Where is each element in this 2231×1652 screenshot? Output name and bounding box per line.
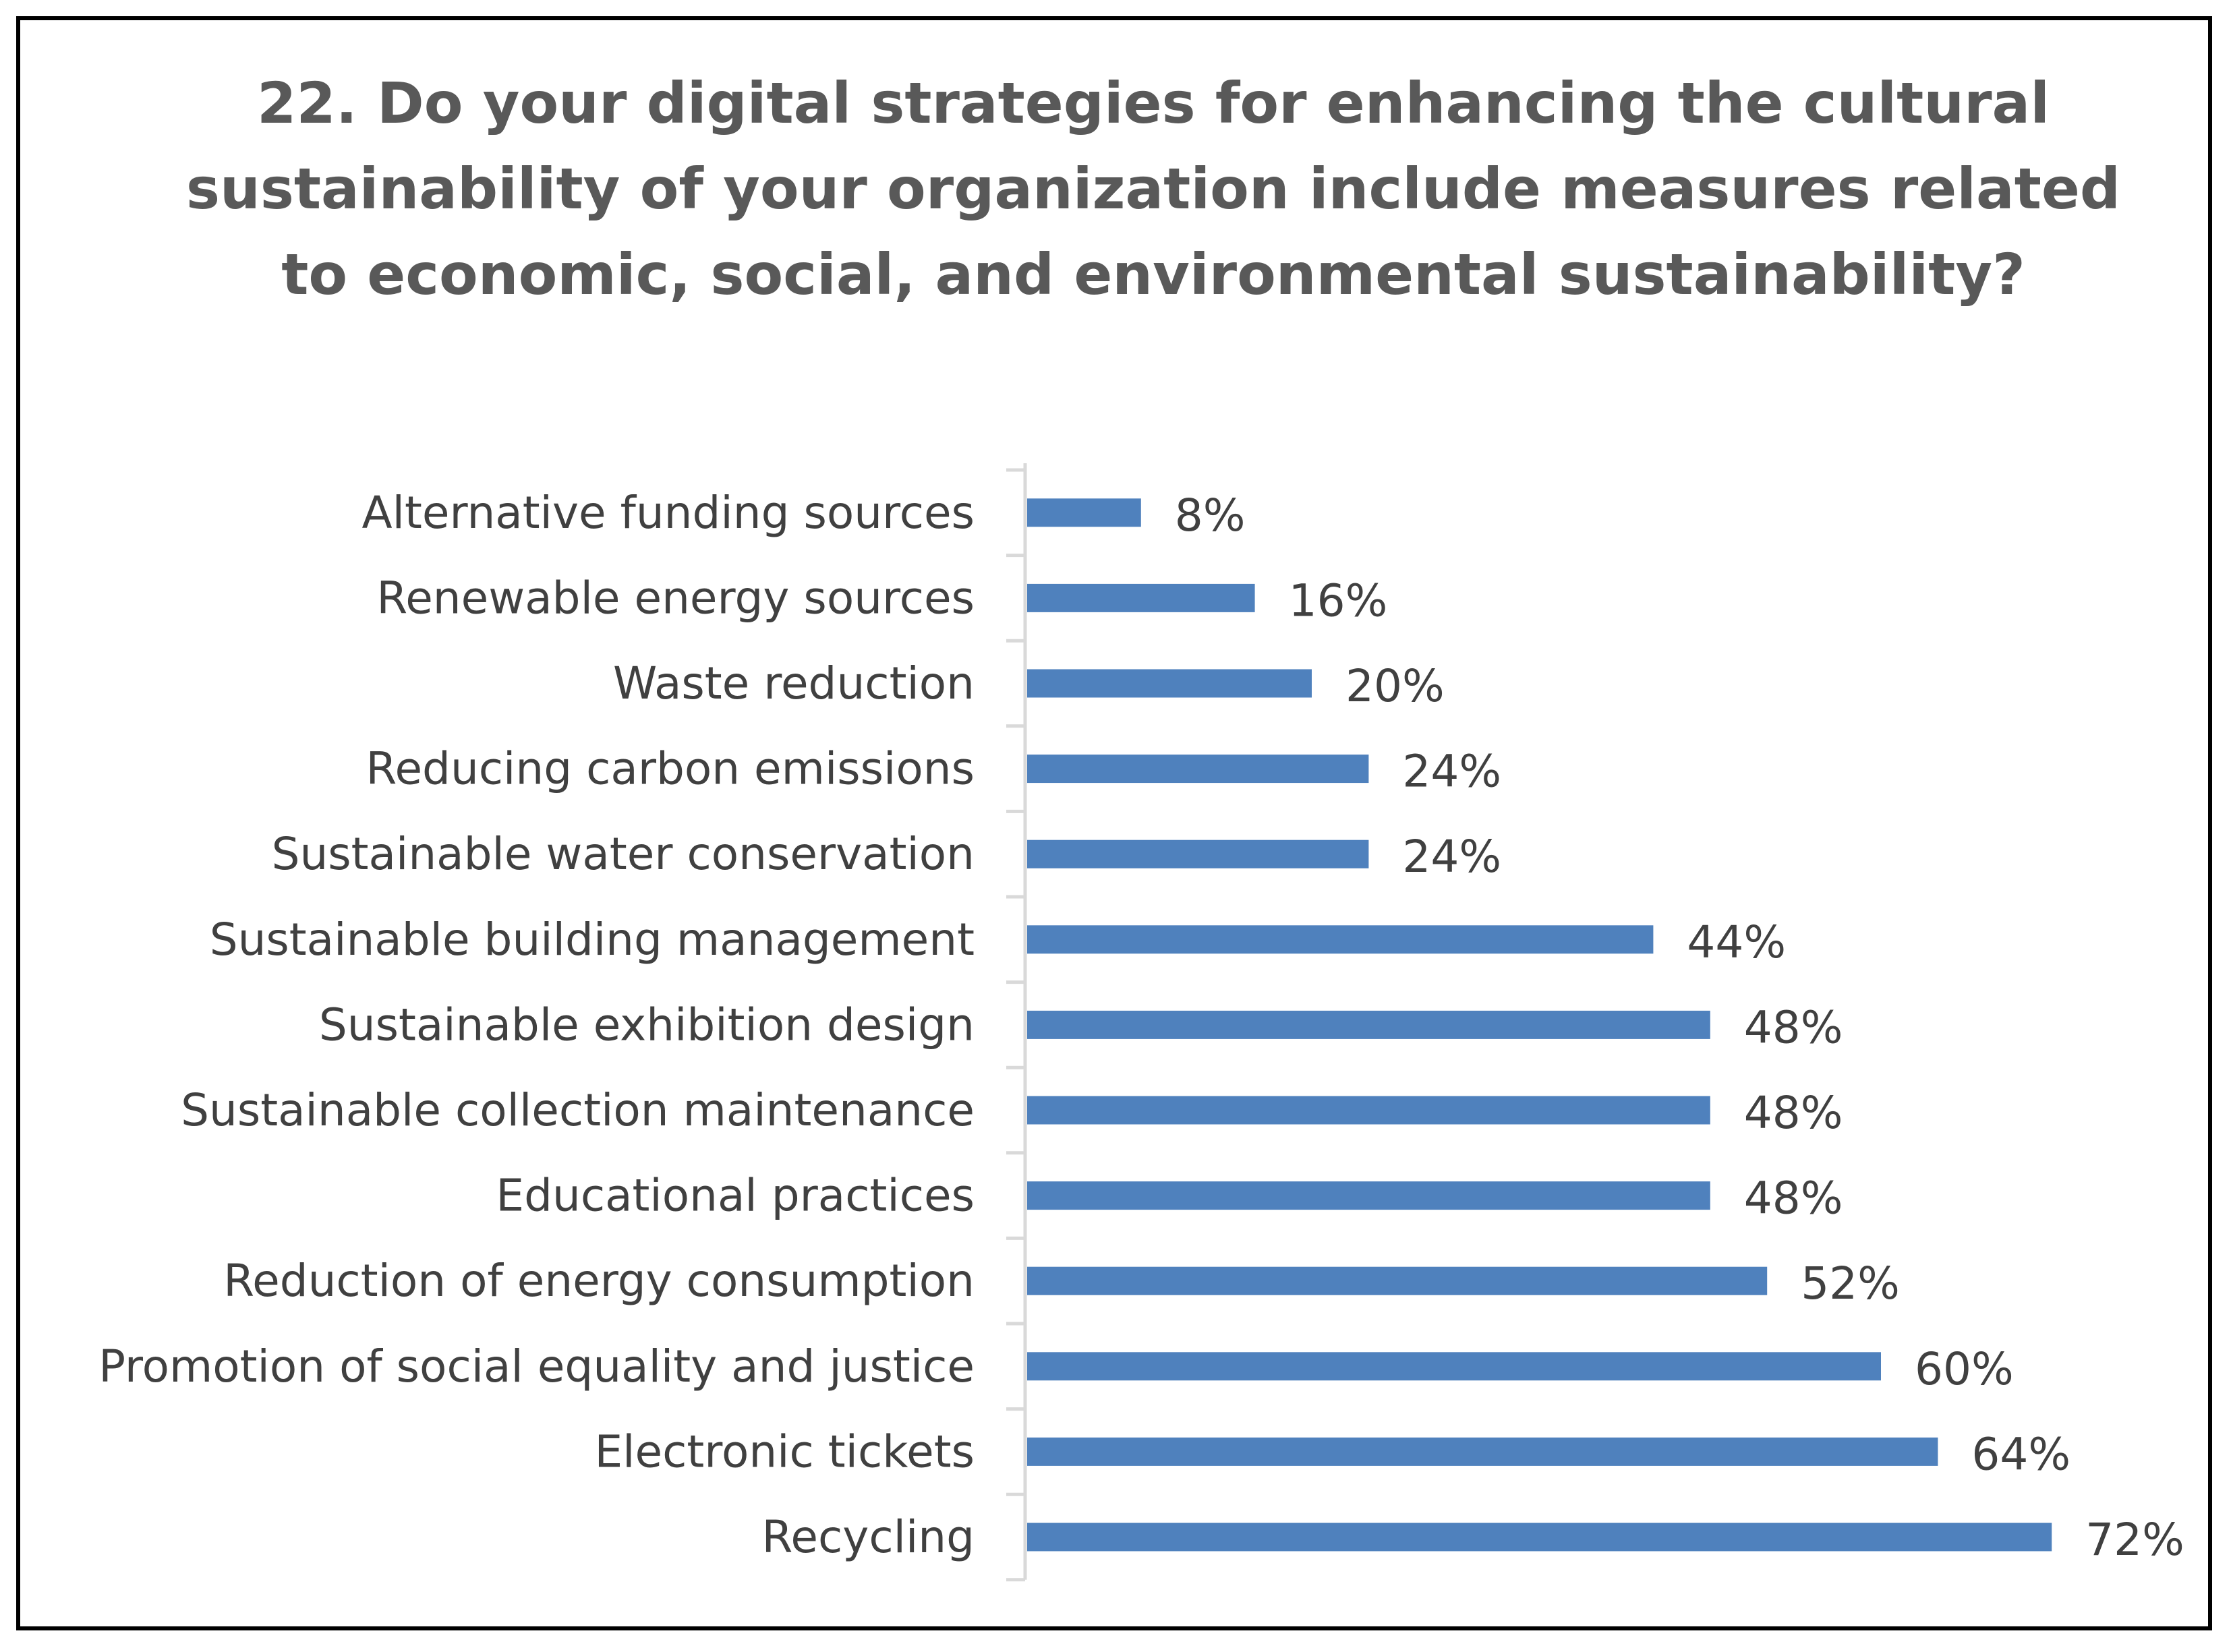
data-label: 52% [1801,1258,1900,1309]
bar [1027,839,1369,868]
data-label: 60% [1915,1343,2014,1395]
bar [1027,755,1369,784]
data-label: 48% [1744,1173,1843,1225]
category-label: Recycling [761,1511,975,1563]
data-label: 20% [1345,660,1445,712]
category-label: Sustainable building management [210,914,975,966]
bar [1027,1010,1710,1039]
bar [1027,1523,2052,1552]
bars [1027,498,2052,1552]
category-ticks [1006,468,1025,1582]
category-label: Sustainable water conservation [272,828,975,880]
category-label: Alternative funding sources [362,487,975,539]
category-label: Educational practices [496,1170,975,1222]
category-label: Sustainable exhibition design [319,999,975,1051]
bar [1027,1096,1710,1125]
data-label: 24% [1402,746,1501,798]
data-label: 8% [1175,490,1246,541]
data-label: 48% [1744,1001,1843,1053]
category-label: Promotion of social equality and justice [98,1340,975,1392]
category-label: Electronic tickets [594,1425,975,1477]
category-labels: Alternative funding sources Renewable ene… [98,487,975,1563]
data-label: 64% [1971,1428,2070,1480]
bar [1027,669,1312,698]
data-label: 48% [1744,1087,1843,1139]
value-labels: 8% 16% 20% 24% 24% 44% 48% 48% 48% 52% 60% 64% 72% [1175,490,2184,1566]
bar [1027,583,1255,612]
category-label: Reducing carbon emissions [366,743,975,795]
category-label: Reduction of energy consumption [223,1255,975,1307]
bar [1027,1266,1768,1295]
category-label: Renewable energy sources [376,572,975,624]
category-label: Waste reduction [613,657,975,709]
bar [1027,1181,1710,1210]
data-label: 16% [1289,574,1388,626]
bar [1027,1437,1938,1466]
data-label: 24% [1402,831,1501,883]
category-label: Sustainable collection maintenance [181,1084,975,1136]
bar [1027,498,1141,527]
bar [1027,1352,1881,1381]
data-label: 72% [2085,1514,2184,1566]
data-label: 44% [1687,916,1786,968]
bar [1027,925,1654,954]
chart-title: 22. Do your digital strategies for enhan… [186,70,2120,307]
